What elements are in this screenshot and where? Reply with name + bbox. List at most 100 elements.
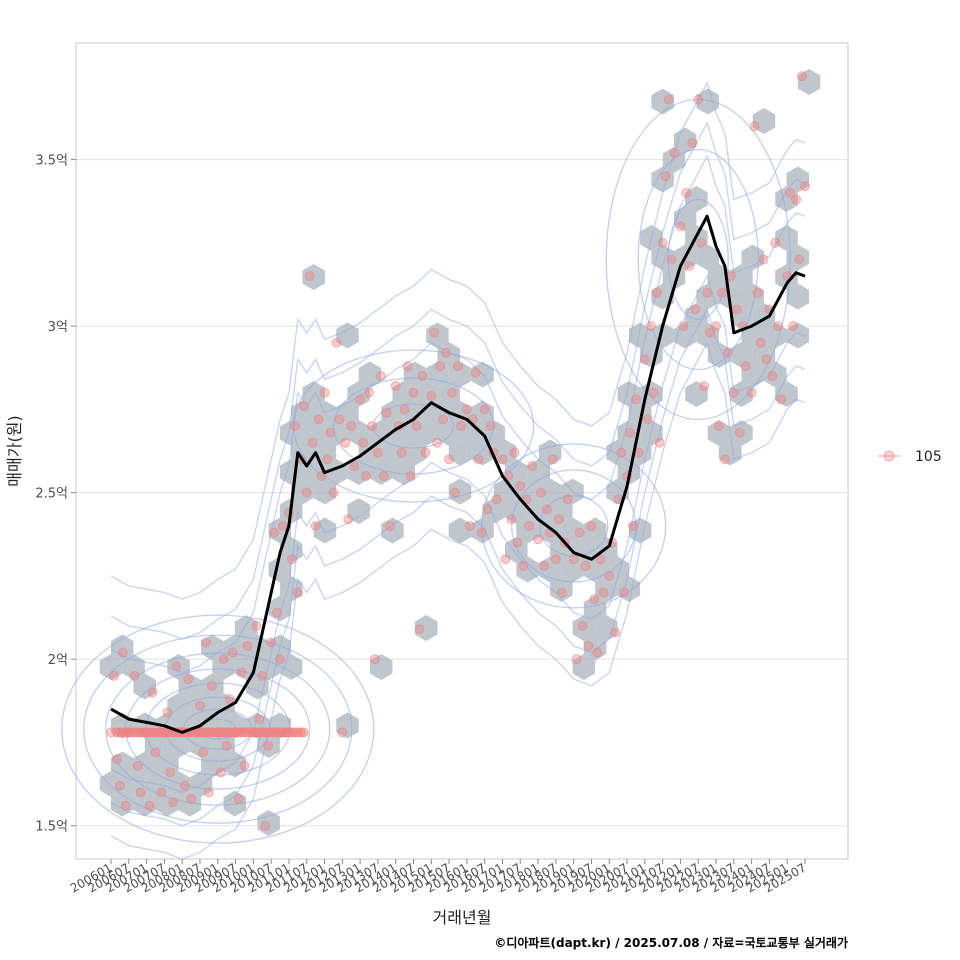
- scatter-point: [571, 654, 582, 665]
- scatter-point: [183, 674, 194, 685]
- scatter-point: [334, 414, 345, 425]
- scatter-point: [625, 427, 636, 438]
- scatter-point: [168, 797, 179, 808]
- scatter-point: [776, 394, 787, 405]
- hexbin-cell: [347, 459, 370, 485]
- hexbin-cell: [595, 615, 618, 641]
- scatter-point: [340, 437, 351, 448]
- scatter-point: [696, 237, 707, 248]
- scatter-point: [690, 304, 701, 315]
- scatter-point: [562, 494, 573, 505]
- scatter-point: [556, 587, 567, 598]
- scatter-point: [660, 171, 671, 182]
- hexbin-cell: [786, 166, 809, 193]
- hexbin-cell: [730, 420, 753, 446]
- scatter-point: [381, 407, 392, 418]
- scatter-point: [180, 780, 191, 791]
- scatter-point: [746, 387, 757, 398]
- hexbin-cell: [651, 322, 674, 349]
- scatter-point: [200, 637, 211, 648]
- hexbin-cell: [223, 790, 247, 817]
- hexbin-cell: [336, 712, 359, 739]
- scatter-point: [147, 687, 158, 698]
- hexbin-cell: [572, 654, 596, 680]
- hexbin-cell: [144, 732, 168, 758]
- trend-line: [110, 214, 806, 734]
- scatter-point: [491, 494, 502, 505]
- y-axis-title: 매매가(원): [5, 415, 24, 486]
- scatter-point: [408, 387, 419, 398]
- scatter-point: [568, 554, 579, 565]
- hexbin-cell: [369, 420, 393, 446]
- scatter-point: [186, 794, 197, 805]
- hexbin-cell: [583, 595, 607, 622]
- scatter-point: [598, 587, 609, 598]
- scatter-point: [758, 254, 769, 265]
- scatter-point: [289, 421, 300, 432]
- hexbin-cell: [583, 517, 607, 544]
- density-contour: [637, 148, 759, 371]
- scatter-point: [298, 401, 309, 412]
- scatter-point: [473, 454, 484, 465]
- scatter-point: [203, 787, 214, 798]
- hexbin-cell: [313, 478, 337, 505]
- y-axis-ticks: 1.5억 2억 2.5억 3억 3.5억: [35, 154, 76, 835]
- scatter-point: [257, 670, 268, 681]
- density-contour: [667, 198, 729, 321]
- scatter-point: [319, 387, 330, 398]
- scatter-point: [313, 414, 324, 425]
- scatter-point: [390, 381, 401, 392]
- y-tick-label: 3.5억: [35, 154, 68, 169]
- density-contour: [110, 154, 806, 674]
- hexbin-cell: [381, 400, 404, 427]
- scatter-point: [438, 414, 449, 425]
- scatter-point: [515, 480, 526, 491]
- scatter-point: [366, 421, 377, 432]
- hexbin-cell: [696, 244, 719, 271]
- hexbin-cell: [111, 634, 134, 661]
- hexbin-cell: [212, 654, 235, 680]
- scatter-point: [378, 470, 389, 481]
- scatter-point: [752, 287, 763, 298]
- scatter-point: [550, 554, 561, 565]
- scatter-point: [272, 607, 283, 618]
- scatter-point: [194, 700, 205, 711]
- hexbin-cell: [572, 537, 596, 563]
- hexbin-cell: [279, 420, 303, 446]
- scatter-point: [592, 647, 603, 658]
- scatter-point: [506, 514, 517, 525]
- hexbin-cell: [448, 439, 472, 466]
- hexbin-cell: [358, 361, 382, 388]
- scatter-point: [794, 254, 805, 265]
- scatter-point: [755, 337, 766, 348]
- scatter-point: [716, 287, 727, 298]
- hexbin-cell: [403, 361, 427, 388]
- hexbin-cell: [764, 361, 787, 388]
- hexbin-cell: [696, 283, 719, 310]
- scatter-point: [767, 371, 778, 382]
- scatter-point: [375, 371, 386, 382]
- scatter-point: [678, 321, 689, 332]
- scatter-point: [580, 560, 591, 571]
- scatter-point: [218, 654, 229, 665]
- scatter-point: [500, 554, 511, 565]
- credit-text: ©디아파트(dapt.kr) / 2025.07.08 / 자료=국토교통부 실…: [494, 935, 848, 950]
- hexbin-cell: [189, 732, 213, 758]
- y-tick-label: 2.5억: [35, 487, 68, 502]
- hexbin-cell: [516, 556, 539, 583]
- x-axis-ticks: 2006012006072007012007072008012008072009…: [68, 859, 809, 896]
- hexbin-cell: [572, 615, 596, 641]
- hexbin-cell: [775, 186, 798, 212]
- scatter-point: [731, 304, 742, 315]
- scatter-point: [657, 237, 668, 248]
- scatter-point: [447, 387, 458, 398]
- hexbin-cell: [302, 420, 325, 446]
- scatter-point: [791, 194, 802, 205]
- hexbin-cell: [381, 517, 404, 544]
- y-tick-label: 3억: [48, 320, 68, 335]
- scatter-point: [369, 654, 380, 665]
- scatter-point: [675, 221, 686, 232]
- density-contour: [83, 634, 353, 824]
- hexbin-cell: [741, 283, 764, 310]
- scatter-point: [322, 454, 333, 465]
